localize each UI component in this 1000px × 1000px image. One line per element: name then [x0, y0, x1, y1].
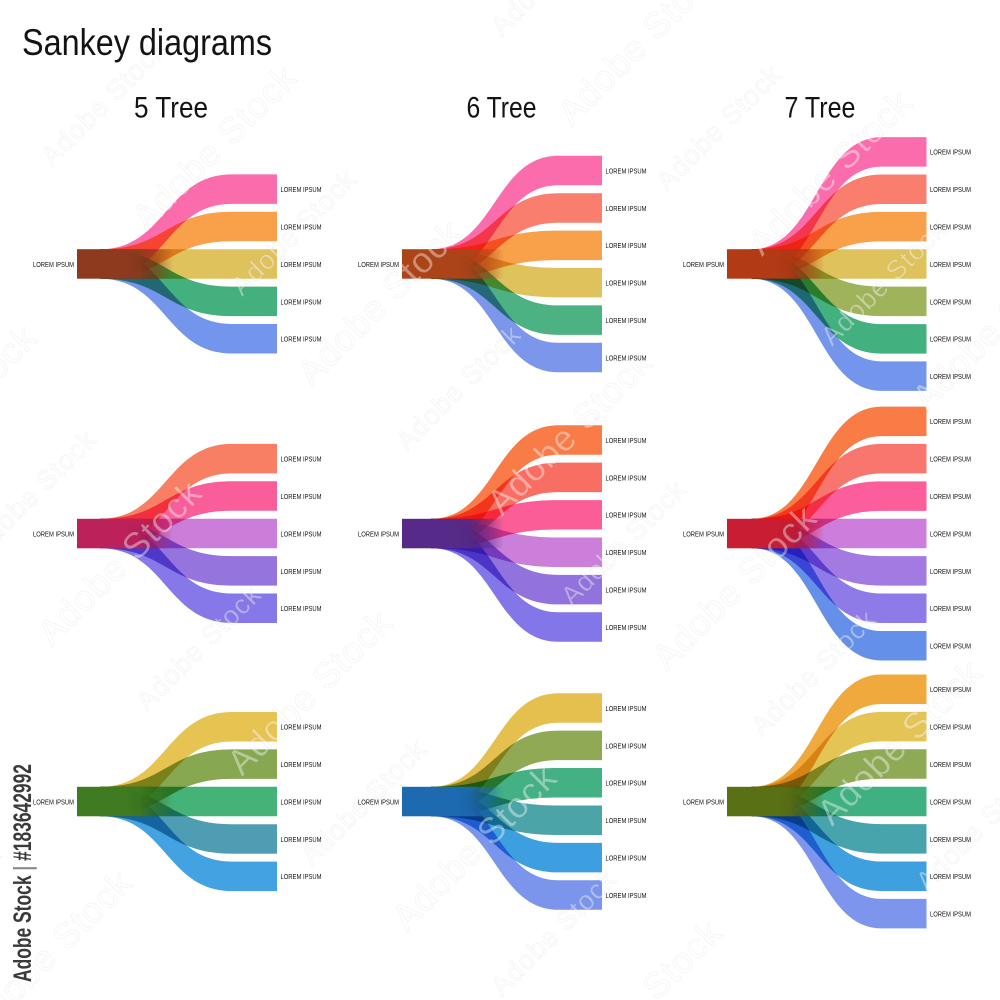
svg-text:LOREM IPSUM: LOREM IPSUM: [606, 891, 647, 900]
svg-text:LOREM IPSUM: LOREM IPSUM: [606, 704, 647, 713]
svg-text:LOREM IPSUM: LOREM IPSUM: [606, 473, 647, 482]
svg-text:LOREM IPSUM: LOREM IPSUM: [606, 241, 647, 250]
svg-text:LOREM IPSUM: LOREM IPSUM: [281, 797, 322, 806]
svg-text:Sankey diagrams: Sankey diagrams: [22, 22, 272, 63]
svg-text:LOREM IPSUM: LOREM IPSUM: [281, 835, 322, 844]
svg-text:LOREM IPSUM: LOREM IPSUM: [33, 797, 74, 806]
svg-text:LOREM IPSUM: LOREM IPSUM: [930, 148, 971, 157]
svg-text:LOREM IPSUM: LOREM IPSUM: [930, 185, 971, 194]
svg-text:LOREM IPSUM: LOREM IPSUM: [930, 567, 971, 576]
svg-text:LOREM IPSUM: LOREM IPSUM: [281, 567, 322, 576]
svg-text:LOREM IPSUM: LOREM IPSUM: [930, 797, 971, 806]
svg-text:LOREM IPSUM: LOREM IPSUM: [606, 511, 647, 520]
svg-text:LOREM IPSUM: LOREM IPSUM: [930, 455, 971, 464]
svg-text:LOREM IPSUM: LOREM IPSUM: [930, 297, 971, 306]
svg-text:LOREM IPSUM: LOREM IPSUM: [930, 642, 971, 651]
svg-text:LOREM IPSUM: LOREM IPSUM: [358, 260, 399, 269]
svg-text:Adobe Stock | #183642992: Adobe Stock | #183642992: [9, 764, 37, 982]
svg-text:LOREM IPSUM: LOREM IPSUM: [930, 604, 971, 613]
svg-text:LOREM IPSUM: LOREM IPSUM: [281, 723, 322, 732]
svg-text:LOREM IPSUM: LOREM IPSUM: [683, 797, 724, 806]
svg-text:7 Tree: 7 Tree: [785, 92, 856, 125]
svg-text:LOREM IPSUM: LOREM IPSUM: [683, 529, 724, 538]
svg-text:LOREM IPSUM: LOREM IPSUM: [281, 492, 322, 501]
svg-text:LOREM IPSUM: LOREM IPSUM: [606, 816, 647, 825]
svg-text:LOREM IPSUM: LOREM IPSUM: [281, 223, 322, 232]
svg-text:LOREM IPSUM: LOREM IPSUM: [281, 872, 322, 881]
svg-text:LOREM IPSUM: LOREM IPSUM: [606, 586, 647, 595]
svg-text:LOREM IPSUM: LOREM IPSUM: [930, 723, 971, 732]
svg-text:LOREM IPSUM: LOREM IPSUM: [606, 548, 647, 557]
svg-text:LOREM IPSUM: LOREM IPSUM: [281, 604, 322, 613]
svg-text:LOREM IPSUM: LOREM IPSUM: [606, 779, 647, 788]
svg-text:LOREM IPSUM: LOREM IPSUM: [930, 835, 971, 844]
svg-text:LOREM IPSUM: LOREM IPSUM: [683, 260, 724, 269]
svg-text:LOREM IPSUM: LOREM IPSUM: [358, 797, 399, 806]
svg-text:LOREM IPSUM: LOREM IPSUM: [930, 492, 971, 501]
svg-text:LOREM IPSUM: LOREM IPSUM: [930, 223, 971, 232]
svg-text:LOREM IPSUM: LOREM IPSUM: [33, 529, 74, 538]
svg-text:LOREM IPSUM: LOREM IPSUM: [930, 910, 971, 919]
svg-text:LOREM IPSUM: LOREM IPSUM: [930, 685, 971, 694]
svg-text:LOREM IPSUM: LOREM IPSUM: [606, 279, 647, 288]
svg-text:LOREM IPSUM: LOREM IPSUM: [281, 297, 322, 306]
svg-text:LOREM IPSUM: LOREM IPSUM: [281, 185, 322, 194]
svg-text:LOREM IPSUM: LOREM IPSUM: [606, 623, 647, 632]
svg-text:LOREM IPSUM: LOREM IPSUM: [930, 417, 971, 426]
svg-text:LOREM IPSUM: LOREM IPSUM: [606, 204, 647, 213]
svg-text:LOREM IPSUM: LOREM IPSUM: [606, 741, 647, 750]
svg-text:6 Tree: 6 Tree: [467, 92, 537, 125]
svg-text:LOREM IPSUM: LOREM IPSUM: [606, 854, 647, 863]
svg-text:LOREM IPSUM: LOREM IPSUM: [281, 260, 322, 269]
svg-text:LOREM IPSUM: LOREM IPSUM: [606, 436, 647, 445]
svg-text:LOREM IPSUM: LOREM IPSUM: [606, 353, 647, 362]
svg-text:LOREM IPSUM: LOREM IPSUM: [281, 335, 322, 344]
svg-text:5 Tree: 5 Tree: [134, 92, 208, 125]
svg-text:LOREM IPSUM: LOREM IPSUM: [930, 872, 971, 881]
svg-text:LOREM IPSUM: LOREM IPSUM: [930, 260, 971, 269]
svg-text:LOREM IPSUM: LOREM IPSUM: [930, 760, 971, 769]
svg-text:LOREM IPSUM: LOREM IPSUM: [606, 166, 647, 175]
svg-text:LOREM IPSUM: LOREM IPSUM: [33, 260, 74, 269]
svg-text:LOREM IPSUM: LOREM IPSUM: [930, 372, 971, 381]
svg-text:LOREM IPSUM: LOREM IPSUM: [281, 529, 322, 538]
svg-text:LOREM IPSUM: LOREM IPSUM: [281, 760, 322, 769]
svg-text:LOREM IPSUM: LOREM IPSUM: [358, 529, 399, 538]
svg-text:LOREM IPSUM: LOREM IPSUM: [281, 455, 322, 464]
svg-text:LOREM IPSUM: LOREM IPSUM: [606, 316, 647, 325]
svg-text:LOREM IPSUM: LOREM IPSUM: [930, 335, 971, 344]
svg-text:Adobe Stock | #183642992: Adobe Stock | #183642992: [9, 764, 37, 982]
svg-text:LOREM IPSUM: LOREM IPSUM: [930, 529, 971, 538]
